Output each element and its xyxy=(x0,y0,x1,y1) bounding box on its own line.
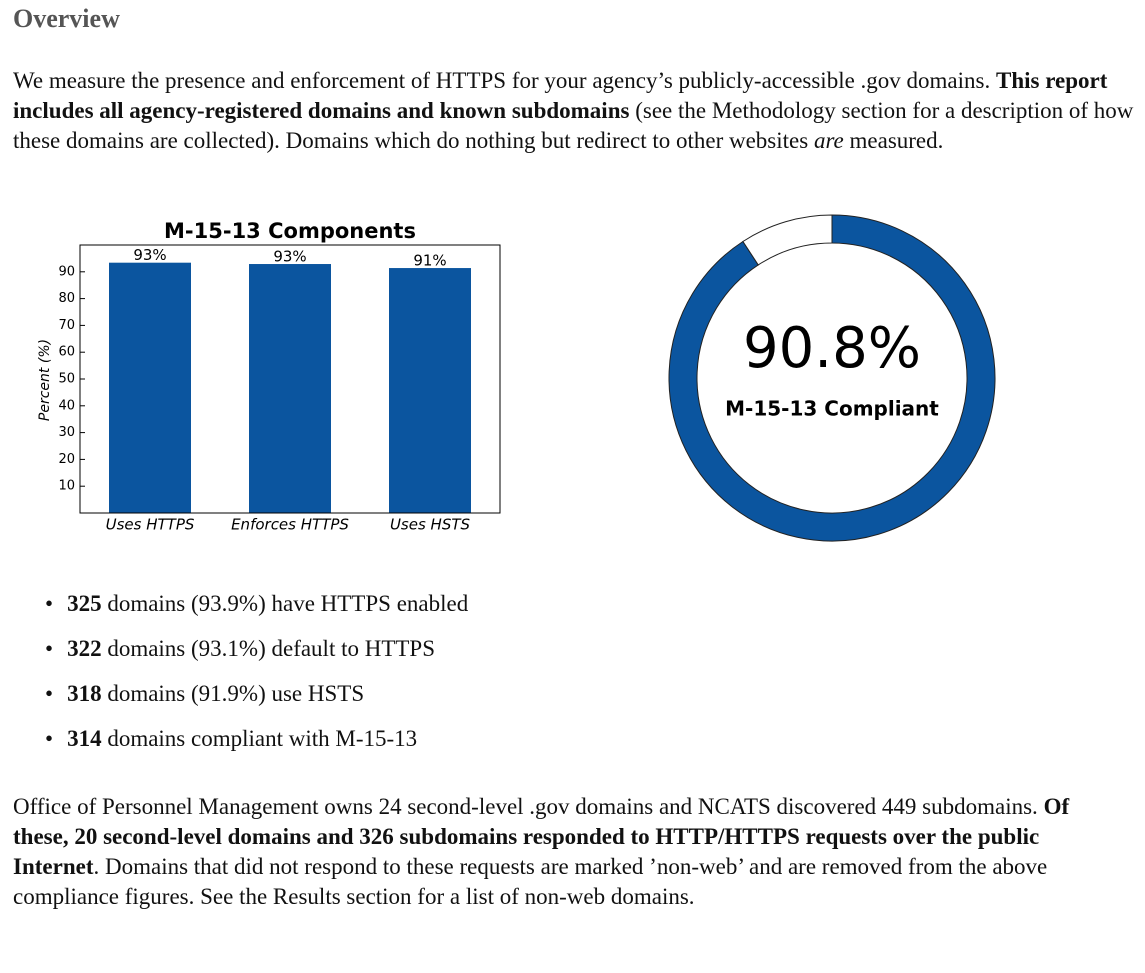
bullet-dot: • xyxy=(45,636,54,661)
count: 325 xyxy=(67,591,102,616)
text-run: . Domains that did not respond to these … xyxy=(13,854,1048,909)
text-run: (see the Methodology section for a descr… xyxy=(13,98,1134,153)
bullet-text: domains (93.9%) have HTTPS enabled xyxy=(101,591,469,616)
bullet-dot: • xyxy=(45,726,54,751)
summary-paragraph: Office of Personnel Management owns 24 s… xyxy=(13,792,1073,912)
bar xyxy=(389,268,471,513)
count: 318 xyxy=(67,681,102,706)
heading: Overview xyxy=(13,4,120,33)
y-tick-label: 50 xyxy=(58,372,75,387)
text-run: Of these, 20 second-level domains and 32… xyxy=(13,794,1070,879)
text-run: are xyxy=(813,128,844,153)
bar xyxy=(109,262,191,513)
text-run: We measure the presence and enforcement … xyxy=(13,68,996,93)
bullet-item: • 314 domains compliant with M-15-13 xyxy=(45,726,417,752)
x-tick-label: Uses HTTPS xyxy=(106,516,195,534)
value-label: 93% xyxy=(133,246,166,264)
text-run: Office of Personnel Management owns 24 s… xyxy=(13,794,1044,819)
x-tick-label: Uses HSTS xyxy=(390,516,471,534)
bullet-dot: • xyxy=(45,591,54,616)
bullet-text: domains (93.1%) default to HTTPS xyxy=(101,636,436,661)
bullet-item: • 318 domains (91.9%) use HSTS xyxy=(45,681,364,707)
y-tick-label: 70 xyxy=(58,318,75,333)
charts: M-15-13 Components Percent (%) 10 20 30 40 50 6… xyxy=(37,214,996,542)
y-tick-label: 90 xyxy=(58,264,75,279)
y-tick-label: 20 xyxy=(58,452,75,467)
y-tick-label: 10 xyxy=(58,479,75,494)
count: 314 xyxy=(67,726,102,751)
center-value: 90.8% xyxy=(743,316,921,381)
value-label: 93% xyxy=(273,248,306,266)
y-axis-label: Percent (%) xyxy=(37,339,53,421)
text-run: This report includes all agency-register… xyxy=(13,68,1108,123)
bullet-item: • 322 domains (93.1%) default to HTTPS xyxy=(45,636,435,662)
value-label: 91% xyxy=(413,252,446,270)
intro-paragraph: We measure the presence and enforcement … xyxy=(13,66,1141,156)
axes-frame xyxy=(79,244,501,514)
y-tick-label: 30 xyxy=(58,425,75,440)
bullet-text: domains compliant with M-15-13 xyxy=(101,726,418,751)
bar xyxy=(249,264,331,513)
bullet-dot: • xyxy=(45,681,54,706)
count: 322 xyxy=(67,636,102,661)
y-tick-label: 40 xyxy=(58,398,75,413)
text-run: measured. xyxy=(843,128,944,153)
y-tick-label: 60 xyxy=(58,345,75,360)
chart-title: M-15-13 Components xyxy=(164,219,416,243)
bullet-text: domains (91.9%) use HSTS xyxy=(101,681,365,706)
center-label: M-15-13 Compliant xyxy=(725,397,939,421)
x-tick-label: Enforces HTTPS xyxy=(231,516,349,534)
bullet-item: • 325 domains (93.9%) have HTTPS enabled xyxy=(45,591,468,617)
remainder-segment xyxy=(742,214,833,266)
y-tick-label: 80 xyxy=(58,291,75,306)
donut-segment xyxy=(668,214,996,542)
